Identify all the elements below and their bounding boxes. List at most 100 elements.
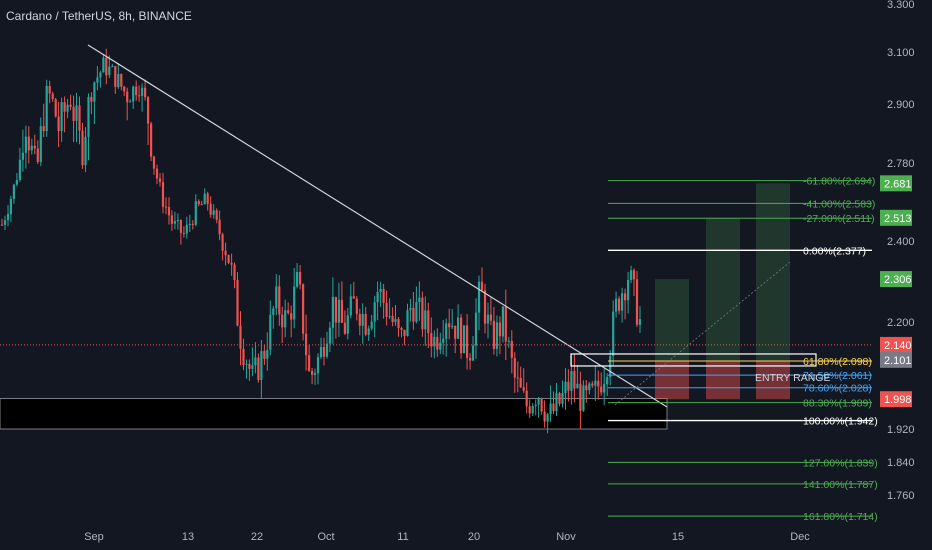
candle-body	[585, 385, 588, 391]
candle-body	[15, 180, 18, 185]
fib-level-label: -27.00%(2.511)	[803, 213, 875, 225]
candle-body	[433, 336, 436, 347]
candle-body	[272, 308, 275, 315]
candle-body	[221, 234, 224, 251]
x-tick-label: Sep	[84, 531, 104, 543]
candle-body	[582, 385, 585, 411]
candle-body	[3, 220, 7, 225]
candle-body	[302, 284, 305, 334]
candle-body	[194, 201, 197, 225]
candle-body	[81, 130, 84, 166]
candle-body	[173, 221, 176, 224]
y-tick-label: 1.760	[887, 490, 915, 502]
candle-body	[448, 323, 451, 328]
x-tick-label: 13	[182, 531, 194, 543]
y-tick-label: 3.300	[887, 0, 915, 11]
candle-body	[176, 220, 179, 222]
candle-body	[594, 380, 597, 386]
candle-body	[54, 99, 57, 117]
candle-body	[147, 97, 150, 124]
price-badge-label: 2.513	[884, 213, 912, 225]
support-zone	[0, 398, 668, 430]
candle-body	[618, 298, 621, 311]
candle-body	[635, 279, 639, 325]
candle-body	[245, 363, 248, 365]
candle-body	[340, 299, 343, 323]
candle-body	[537, 399, 540, 405]
candle-body	[367, 328, 370, 335]
candle-body	[558, 393, 561, 404]
candle-body	[427, 310, 430, 333]
candle-body	[36, 148, 39, 162]
candle-body	[224, 250, 227, 256]
y-tick-label: 2.900	[887, 99, 915, 111]
fib-level-label: -61.80%(2.694)	[803, 176, 875, 188]
candle-body	[51, 93, 54, 100]
candle-body	[281, 314, 284, 328]
candle-body	[260, 351, 263, 380]
candle-body	[632, 270, 636, 280]
candle-body	[182, 232, 185, 234]
candle-body	[588, 383, 591, 391]
fib-level-label: 0.00%(2.377)	[803, 245, 866, 257]
candle-body	[209, 203, 212, 215]
candle-body	[379, 289, 382, 292]
candle-body	[296, 272, 299, 287]
candle-body	[436, 336, 439, 350]
candle-body	[293, 286, 296, 320]
candle-body	[141, 87, 144, 96]
candle-body	[612, 311, 615, 357]
candle-body	[424, 310, 427, 330]
candle-body	[117, 74, 120, 88]
candle-body	[111, 66, 114, 68]
candle-body	[630, 270, 633, 280]
candle-body	[6, 214, 10, 221]
candle-body	[504, 306, 507, 342]
candle-body	[460, 317, 463, 354]
candle-body	[45, 85, 48, 132]
candle-body	[498, 322, 501, 337]
candle-body	[248, 363, 251, 369]
candle-body	[570, 371, 573, 391]
candle-body	[376, 292, 379, 303]
candle-body	[519, 378, 522, 388]
candle-body	[471, 345, 475, 361]
candle-body	[561, 393, 564, 404]
candle-body	[477, 281, 481, 313]
candle-body	[516, 377, 519, 379]
candle-body	[474, 312, 478, 346]
candle-body	[415, 302, 418, 322]
y-tick-label: 2.200	[887, 317, 915, 329]
y-tick-label: 1.840	[887, 457, 915, 469]
candle-body	[564, 381, 567, 393]
candle-body	[313, 373, 317, 375]
candle-body	[397, 319, 400, 329]
candle-body	[212, 210, 215, 215]
candle-body	[290, 313, 293, 320]
candle-body	[129, 101, 132, 103]
candle-body	[63, 102, 66, 112]
y-tick-label: 1.920	[887, 424, 915, 436]
fib-level-label: 78.60%(2.028)	[803, 383, 872, 395]
candle-body	[480, 281, 484, 291]
fib-level-label: 71.50%(2.061)	[803, 370, 872, 382]
candle-body	[552, 403, 555, 412]
candle-body	[144, 87, 147, 98]
candle-body	[364, 314, 367, 335]
candle-body	[284, 310, 287, 328]
candle-body	[69, 104, 72, 107]
candle-body	[597, 380, 600, 387]
candle-body	[60, 102, 63, 132]
candle-body	[349, 296, 352, 316]
candle-body	[308, 355, 311, 371]
candle-body	[123, 86, 126, 92]
candle-body	[114, 66, 117, 87]
candle-body	[615, 298, 618, 312]
candle-body	[409, 307, 412, 311]
candle-body	[96, 77, 99, 83]
candle-body	[242, 348, 245, 365]
candle-body	[531, 406, 534, 414]
candle-body	[102, 57, 105, 73]
